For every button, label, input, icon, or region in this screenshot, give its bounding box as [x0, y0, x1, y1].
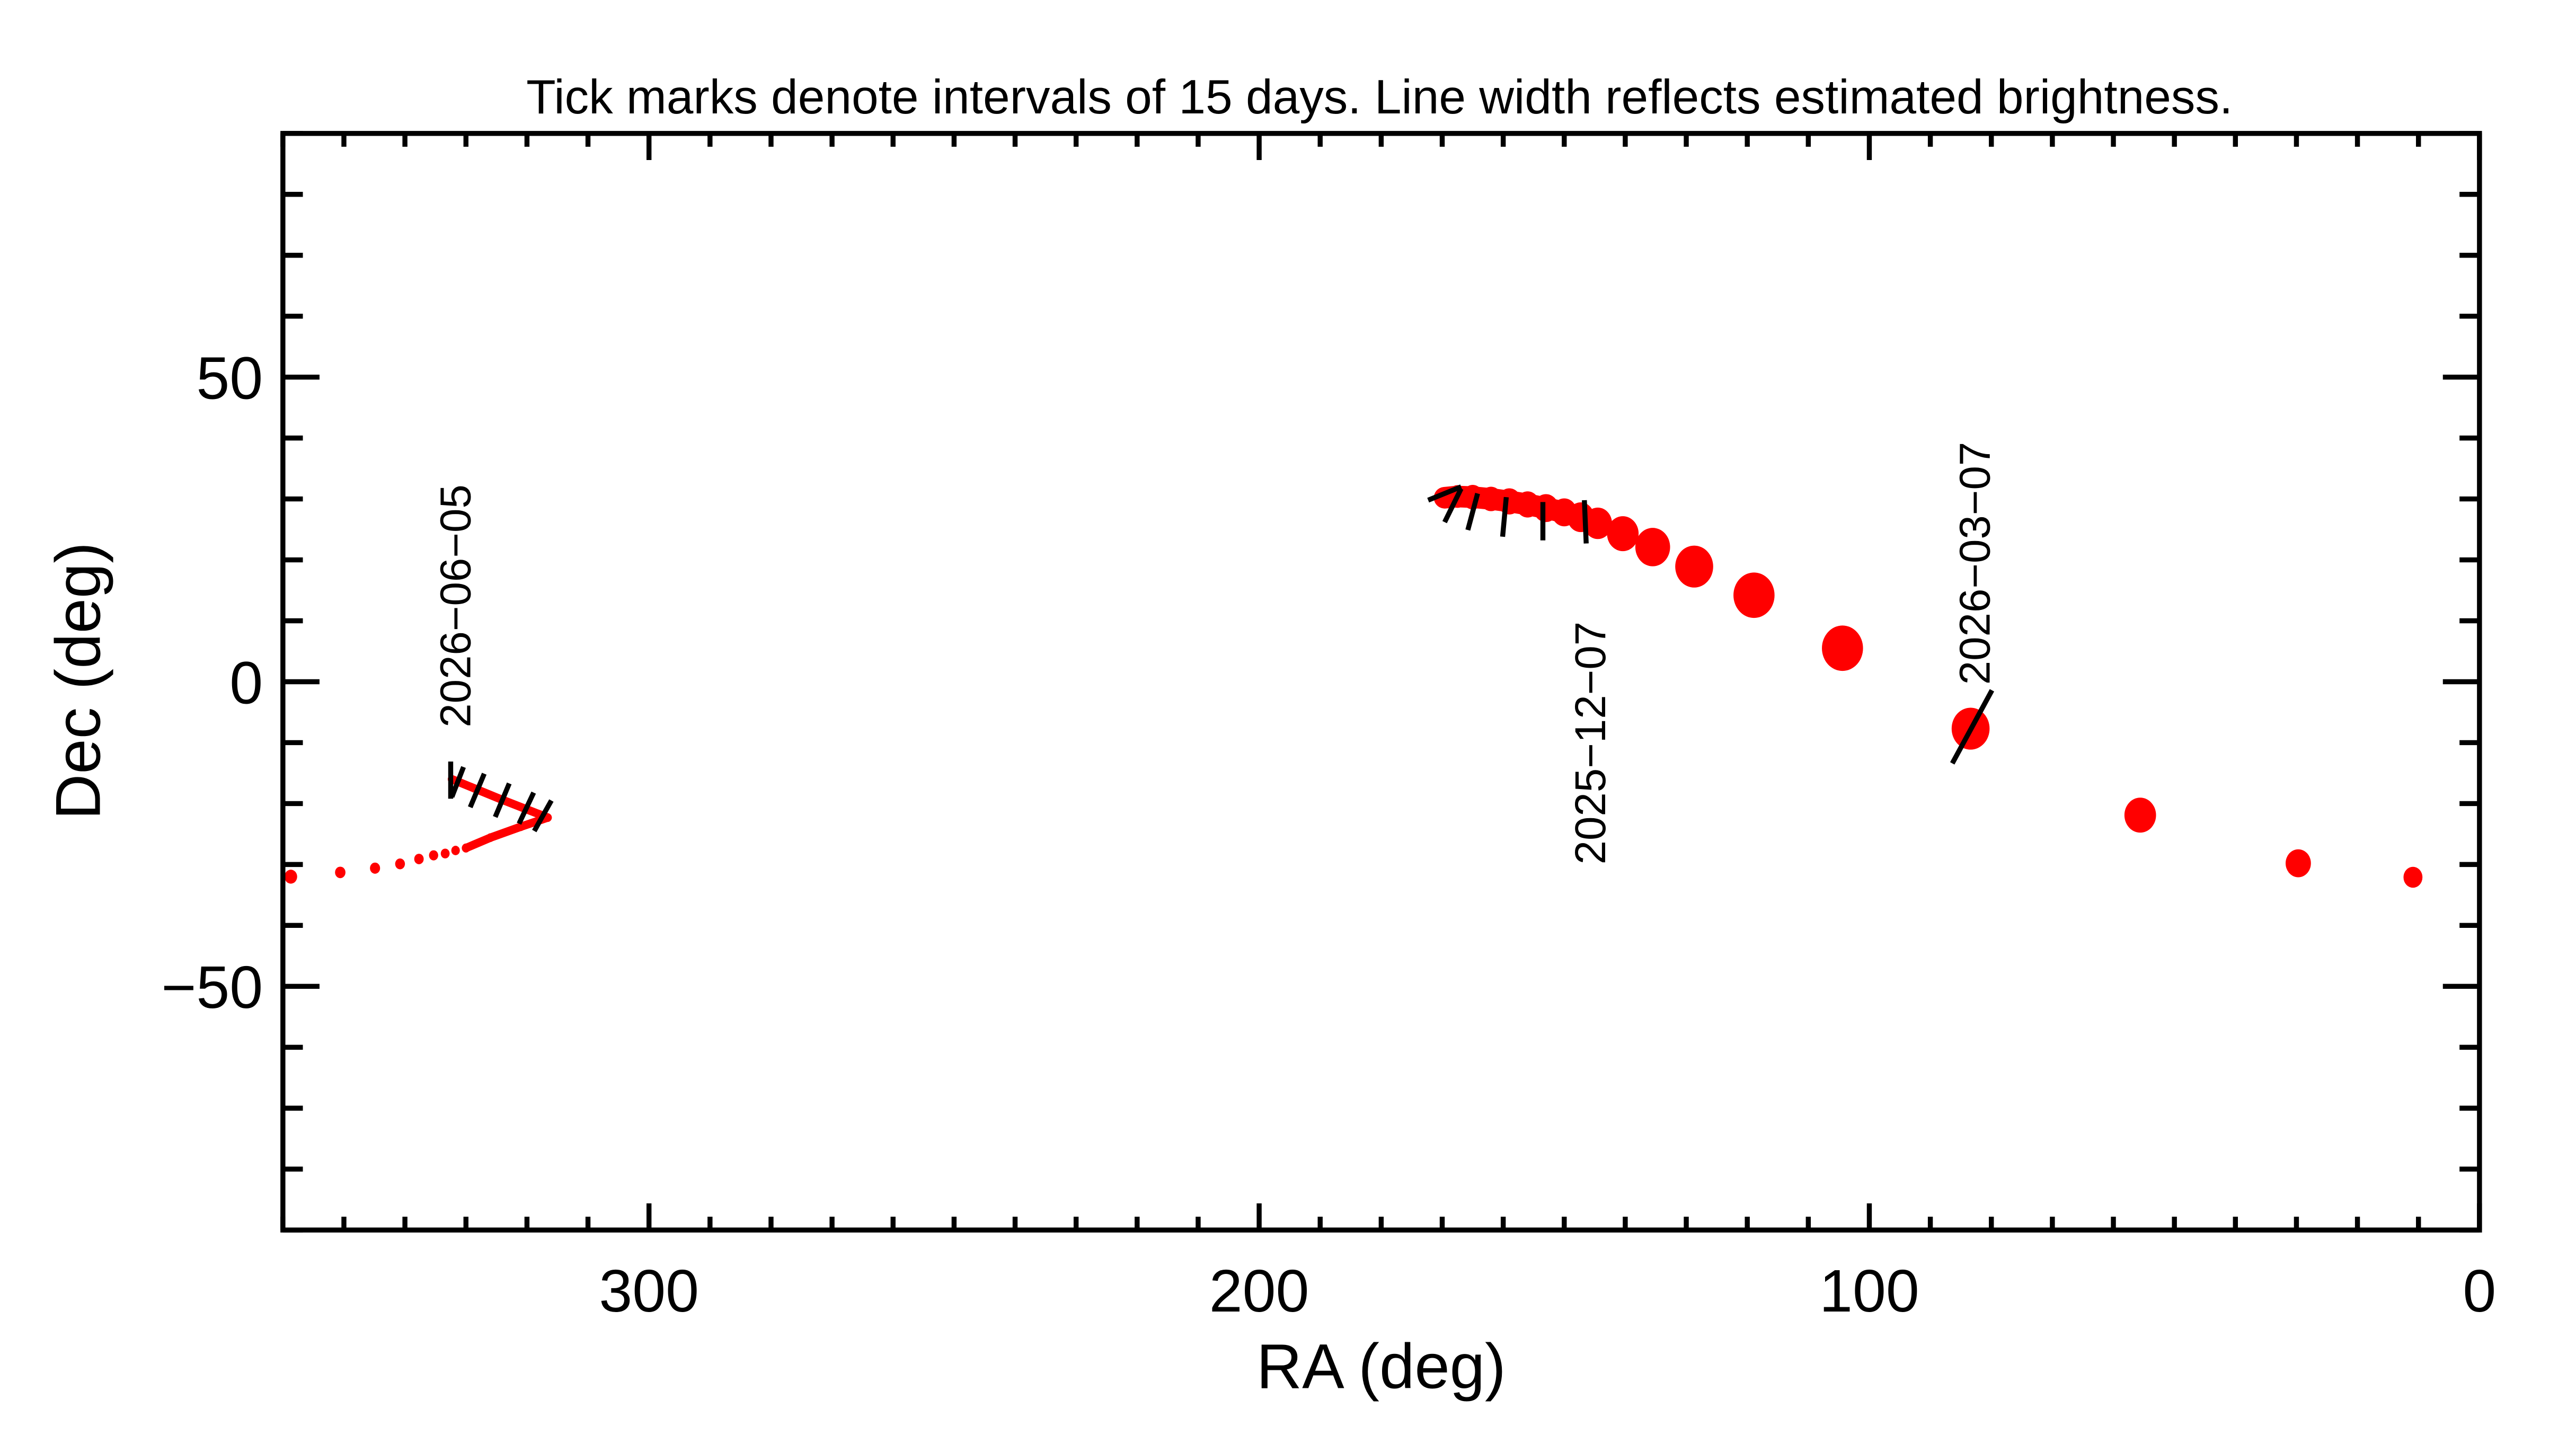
x-axis-label: RA (deg): [1256, 1331, 1506, 1402]
interval-tick-marks: [448, 484, 1995, 832]
date-label: 2026−03−07: [1951, 442, 1999, 685]
date-annotations: 2026−06−05 2025−12−07 2026−03−07: [432, 442, 1999, 865]
interval-tick: [1442, 487, 1464, 524]
y-tick-label: −50: [161, 954, 263, 1021]
data-point: [1607, 516, 1639, 552]
y-tick-label: 50: [196, 344, 263, 411]
data-point: [395, 858, 405, 870]
data-point: [440, 848, 450, 858]
data-point: [451, 846, 460, 855]
y-tick-label: 0: [229, 649, 263, 716]
data-point: [2286, 849, 2311, 878]
interval-tick: [532, 799, 554, 832]
chart-title: Tick marks denote intervals of 15 days. …: [526, 70, 2233, 124]
data-point: [429, 850, 438, 861]
interval-tick: [467, 773, 487, 809]
x-tick-label: 200: [1209, 1257, 1309, 1324]
data-point: [517, 822, 525, 831]
data-point: [335, 866, 346, 879]
data-marks: [284, 485, 2423, 888]
data-point: [284, 870, 297, 884]
interval-tick: [1950, 689, 1995, 765]
interval-tick: [1427, 484, 1462, 503]
data-point: [1822, 625, 1863, 671]
date-label: 2026−06−05: [432, 484, 480, 728]
track-line: [447, 775, 552, 853]
data-point: [1675, 545, 1713, 588]
data-point: [2124, 798, 2156, 833]
data-point: [1480, 486, 1502, 511]
data-point: [2403, 866, 2423, 888]
data-point: [486, 833, 494, 843]
axis-tick-labels: 300 200 100 0 50 0 −50: [161, 344, 2496, 1324]
data-point: [370, 862, 380, 874]
x-tick-label: 300: [599, 1257, 699, 1324]
data-point: [462, 843, 471, 853]
x-tick-label: 0: [2463, 1257, 2496, 1324]
x-tick-label: 100: [1819, 1257, 1919, 1324]
interval-tick: [1500, 497, 1509, 537]
interval-tick: [493, 782, 512, 818]
data-point: [1462, 485, 1484, 510]
interval-tick: [449, 766, 466, 798]
data-point: [1516, 491, 1540, 518]
plot-frame: [280, 131, 2482, 1233]
date-label: 2025−12−07: [1566, 622, 1615, 865]
interval-tick: [1582, 500, 1589, 544]
data-point: [414, 854, 424, 864]
interval-tick: [1465, 493, 1480, 531]
data-point: [1635, 528, 1670, 566]
y-axis-label: Dec (deg): [43, 542, 113, 820]
data-point: [1583, 507, 1612, 539]
interval-tick: [517, 791, 536, 825]
data-point: [1733, 572, 1775, 618]
